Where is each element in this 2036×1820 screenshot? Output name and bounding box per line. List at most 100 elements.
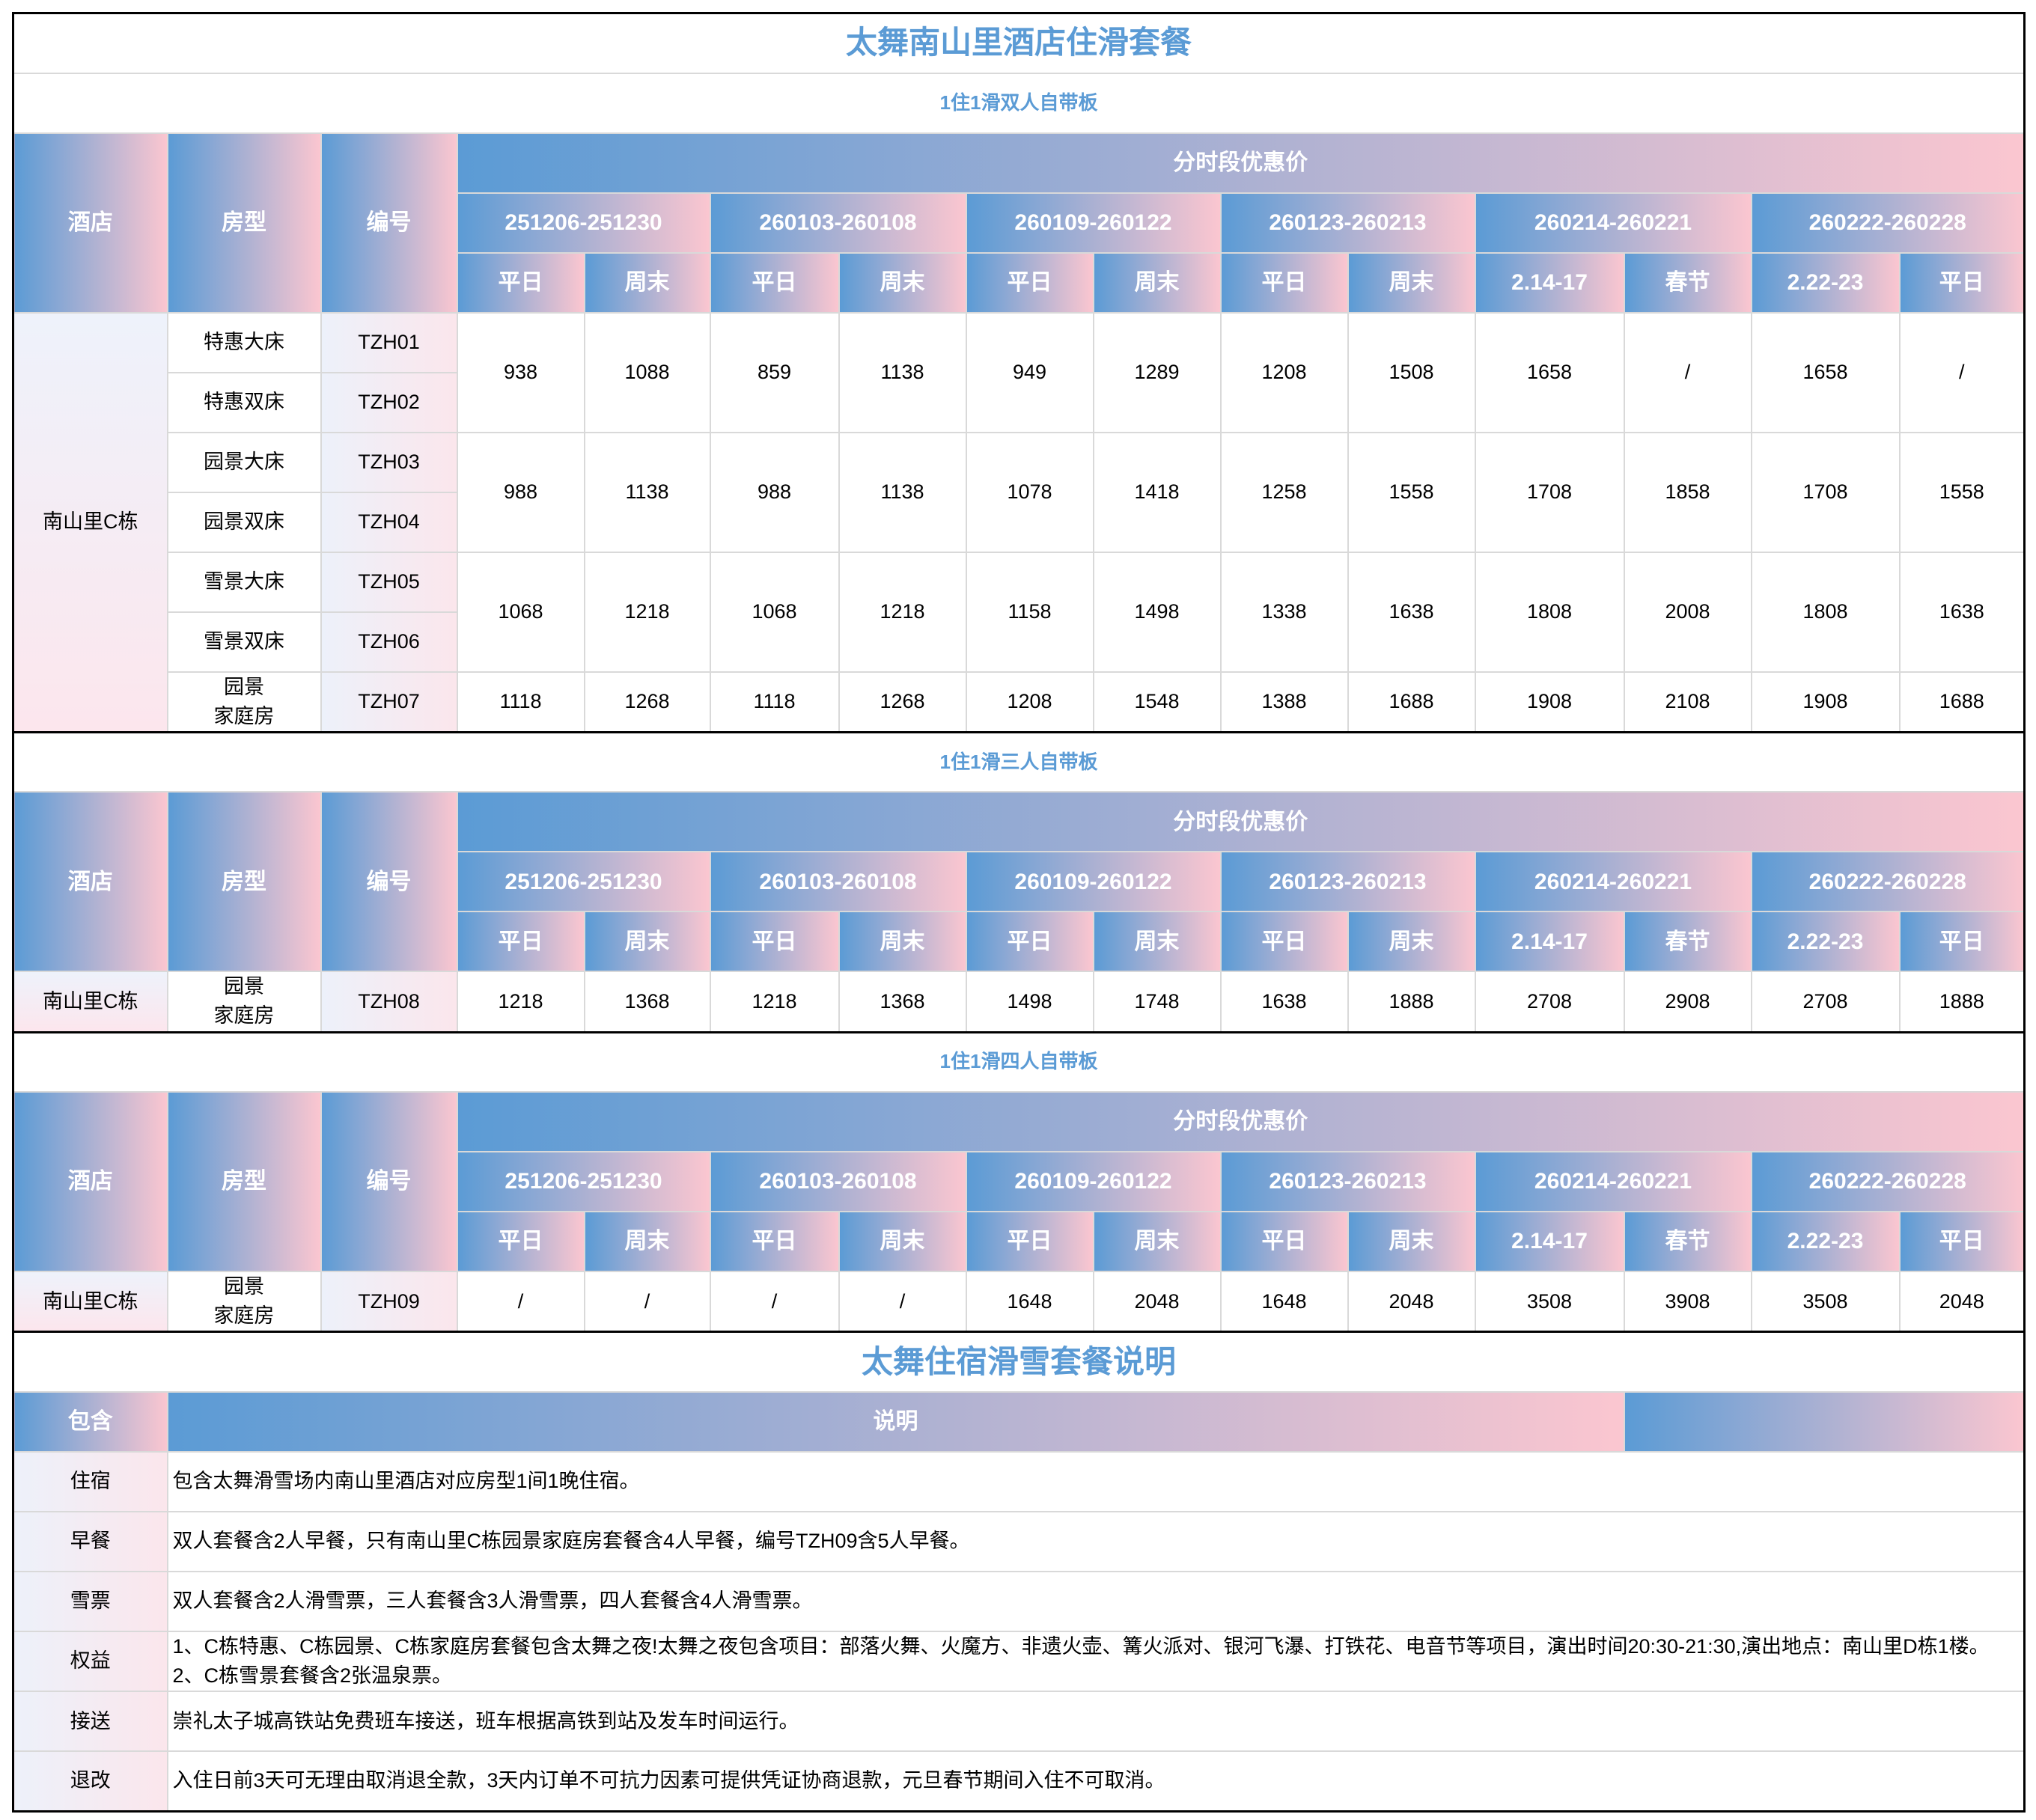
price: 1388	[1219, 671, 1349, 733]
subtitle-row: 1住1滑四人自带板	[12, 1030, 2026, 1093]
header-hotel: 酒店	[12, 132, 168, 314]
notes-header-desc: 说明	[166, 1390, 1625, 1453]
room-code: TZH02	[320, 371, 458, 433]
day-type: 春节	[1623, 911, 1752, 973]
hotel: 南山里C栋	[12, 1271, 168, 1333]
room-code: TZH06	[320, 611, 458, 673]
room-code: TZH07	[320, 671, 458, 733]
day-type: 平日	[1219, 911, 1349, 973]
day-type-row: 平日 周末 平日 周末 平日 周末 平日 周末 2.14-17 春节 2.22-23 平日	[13, 251, 2026, 314]
notes-text: 崇礼太子城高铁站免费班车接送，班车根据高铁到站及发车时间运行。	[166, 1691, 2026, 1753]
notes-title-row: 太舞住宿滑雪套餐说明	[12, 1331, 2026, 1393]
day-type: 平日	[1898, 911, 2026, 973]
day-type: 春节	[1623, 251, 1752, 314]
data-row: 雪景大床 TZH05 1068 1218 1068 1218 1158 1498 1338 163…	[13, 551, 2026, 673]
data-row: 雪景双床 TZH06	[13, 611, 2025, 673]
day-type: 周末	[1092, 1211, 1222, 1273]
data-row: 南山里C栋 园景 家庭房 TZH08 1218 1368 1218 1368 1498 1748…	[12, 971, 2026, 1033]
notes-header-include: 包含	[12, 1390, 168, 1453]
hotel: 南山里C栋	[12, 311, 168, 733]
day-type: 平日	[965, 911, 1094, 973]
price: 1078	[965, 431, 1094, 553]
room-code: TZH03	[320, 431, 458, 493]
data-row: 特惠双床 TZH02	[13, 371, 2025, 433]
price: 3508	[1474, 1271, 1625, 1333]
day-type: 周末	[583, 911, 711, 973]
period: 260103-260108	[709, 1151, 967, 1213]
price: 949	[965, 311, 1094, 433]
period: 260214-260221	[1474, 192, 1752, 254]
price: 1638	[1898, 551, 2026, 673]
price: /	[709, 1271, 840, 1333]
notes-row: 早餐 双人套餐含2人早餐，只有南山里C栋园景家庭房套餐含4人早餐，编号TZH09含…	[12, 1510, 2026, 1572]
notes-text: 1、C栋特惠、C栋园景、C栋家庭房套餐包含太舞之夜!太舞之夜包含项目：部落火舞、…	[166, 1630, 2026, 1693]
day-type: 2.22-23	[1750, 1211, 1901, 1273]
notes-label: 早餐	[12, 1510, 168, 1572]
header-code: 编号	[320, 791, 458, 973]
day-type-row: 平日 周末 平日 周末 平日 周末 平日 周末 2.14-17 春节 2.22-23 平日	[13, 911, 2026, 973]
day-type: 2.14-17	[1474, 251, 1625, 314]
price: 3508	[1750, 1271, 1901, 1333]
price: 1908	[1474, 671, 1625, 733]
notes-header-row: 包含 说明	[12, 1390, 2026, 1453]
room-type: 园景 家庭房	[166, 971, 322, 1033]
price: 1558	[1898, 431, 2026, 553]
header-room-type: 房型	[166, 791, 322, 973]
day-type: 周末	[1347, 251, 1476, 314]
notes-text: 包含太舞滑雪场内南山里酒店对应房型1间1晚住宿。	[166, 1450, 2026, 1512]
price: 1268	[583, 671, 711, 733]
header-hotel: 酒店	[12, 791, 168, 973]
day-type: 2.22-23	[1750, 251, 1901, 314]
day-type: 平日	[1219, 251, 1349, 314]
period-row: 251206-251230 260103-260108 260109-260122 2…	[13, 192, 2026, 254]
day-type: 周末	[838, 251, 967, 314]
header-row: 酒店 房型 编号 分时段优惠价	[12, 791, 2026, 973]
day-type: 周末	[838, 1211, 967, 1273]
data-row: 园景 家庭房 TZH07 1118 1268 1118 1268 1208 1548 1388 1…	[13, 671, 2026, 733]
price: 1748	[1092, 971, 1222, 1033]
day-type: 周末	[838, 911, 967, 973]
price: /	[456, 1271, 585, 1333]
price: 1648	[965, 1271, 1094, 1333]
price: 1498	[965, 971, 1094, 1033]
day-type-row: 平日 周末 平日 周末 平日 周末 平日 周末 2.14-17 春节 2.22-23 平日	[13, 1211, 2026, 1273]
room-type: 园景双床	[166, 491, 322, 553]
header-hotel: 酒店	[12, 1091, 168, 1273]
day-type: 2.14-17	[1474, 1211, 1625, 1273]
subtitle-row: 1住1滑三人自带板	[12, 730, 2026, 793]
room-type: 雪景大床	[166, 551, 322, 613]
price: 988	[709, 431, 840, 553]
day-type: 周末	[583, 1211, 711, 1273]
price: 1088	[583, 311, 711, 433]
price: 2048	[1898, 1271, 2026, 1333]
price: 1368	[838, 971, 967, 1033]
price: 1158	[965, 551, 1094, 673]
price: 1268	[838, 671, 967, 733]
data-row: 园景大床 TZH03 988 1138 988 1138 1078 1418 1258 1558 1…	[13, 431, 2026, 553]
notes-row: 退改 入住日前3天可无理由取消退全款，3天内订单不可抗力因素可提供凭证协商退款，元…	[12, 1750, 2026, 1813]
price: 1208	[965, 671, 1094, 733]
data-row: 园景双床 TZH04	[13, 491, 2025, 553]
price: 988	[456, 431, 585, 553]
room-type: 园景 家庭房	[166, 1271, 322, 1333]
room-type: 园景大床	[166, 431, 322, 493]
notes-header-fill	[1623, 1390, 2026, 1453]
price: /	[1898, 311, 2026, 433]
period-row: 251206-251230 260103-260108 260109-260122 2…	[13, 851, 2026, 913]
price: 3908	[1623, 1271, 1752, 1333]
price: 2708	[1474, 971, 1625, 1033]
price: 2708	[1750, 971, 1901, 1033]
price: 1638	[1347, 551, 1476, 673]
day-type: 周末	[1092, 251, 1222, 314]
price: 2108	[1623, 671, 1752, 733]
period: 260214-260221	[1474, 1151, 1752, 1213]
period: 260109-260122	[965, 851, 1222, 913]
price: 1138	[583, 431, 711, 553]
price: 1688	[1898, 671, 2026, 733]
header-period-title: 分时段优惠价	[456, 1091, 2026, 1153]
day-type: 平日	[709, 911, 840, 973]
price: 2008	[1623, 551, 1752, 673]
price: 859	[709, 311, 840, 433]
notes-label: 住宿	[12, 1450, 168, 1512]
price: 1218	[583, 551, 711, 673]
